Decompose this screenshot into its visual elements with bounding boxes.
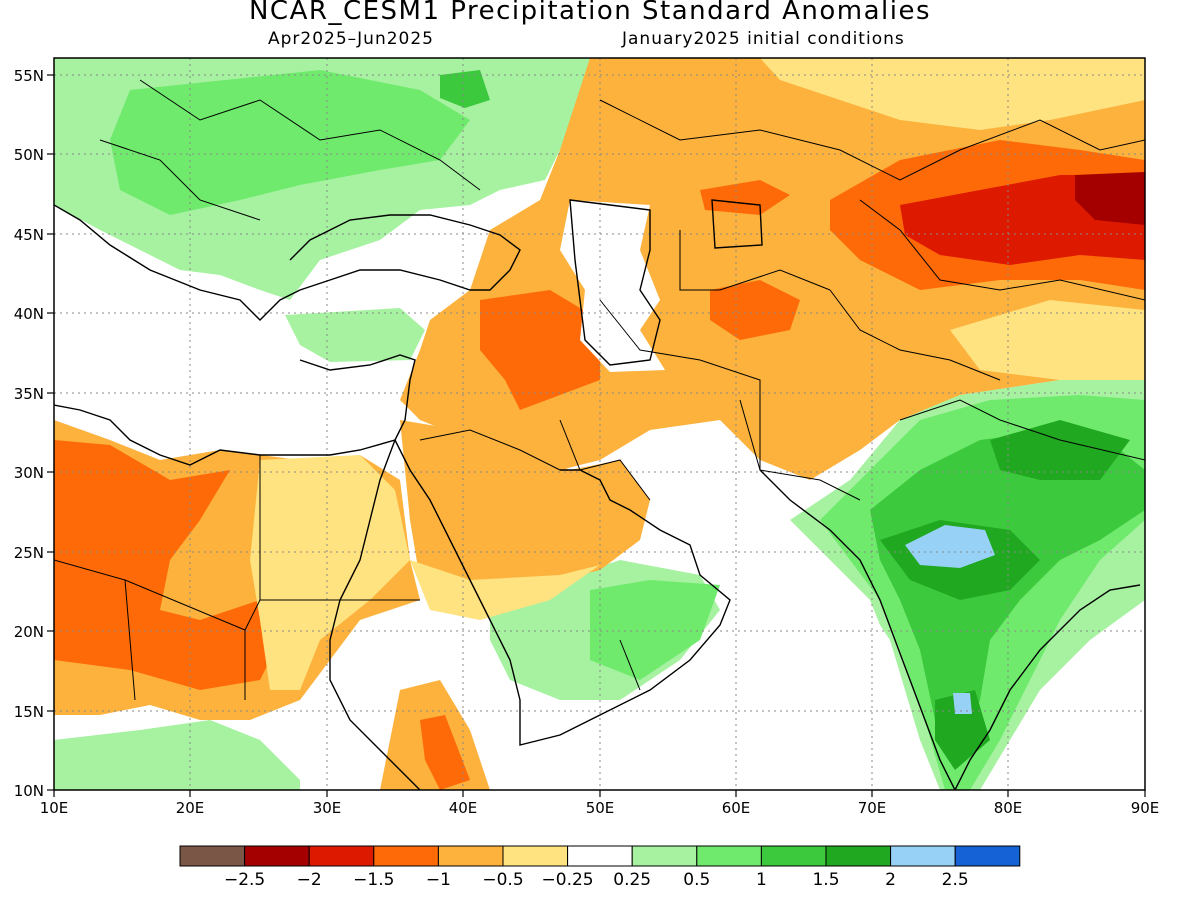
lat-label: 55N <box>14 67 44 85</box>
colorbar-swatch <box>244 845 310 867</box>
colorbar-swatch <box>308 845 375 867</box>
wet-region-turkey <box>285 308 425 362</box>
lon-label: 80E <box>994 799 1023 817</box>
colorbar-label: 0.25 <box>613 870 651 890</box>
lat-label: 10N <box>14 782 44 800</box>
dry-region-arabia-light <box>410 560 600 620</box>
latitude-labels: 10N 15N 20N 25N 30N 35N 40N 45N 50N 55N <box>14 67 44 800</box>
lat-label: 40N <box>14 305 44 323</box>
lon-label: 20E <box>176 799 205 817</box>
caspian-sea-gap <box>560 200 665 372</box>
dry-region-aral-strong <box>710 280 800 340</box>
colorbar-label: −1.5 <box>353 870 394 890</box>
colorbar-swatch <box>954 845 1021 867</box>
dry-region-arabia <box>400 420 650 600</box>
dry-region-iraq-strong <box>480 290 600 410</box>
lon-label: 10E <box>40 799 69 817</box>
colorbar-label: 1 <box>756 870 767 890</box>
colorbar-label: −0.5 <box>482 870 523 890</box>
lon-label: 70E <box>858 799 887 817</box>
country-borders <box>54 79 1145 701</box>
colorbar-label: 0.5 <box>683 870 710 890</box>
axis-tick-marks <box>47 74 1146 797</box>
colorbar-swatch <box>179 845 246 867</box>
wet-region-europe-max <box>440 70 490 108</box>
colorbar-label: −2 <box>297 870 322 890</box>
lat-label: 20N <box>14 623 44 641</box>
lat-label: 15N <box>14 703 44 721</box>
graticule <box>54 58 1145 790</box>
colorbar-swatch <box>825 845 892 867</box>
lon-label: 40E <box>449 799 478 817</box>
longitude-labels: 10E 20E 30E 40E 50E 60E 70E 80E 90E <box>40 799 1160 817</box>
colorbar <box>179 845 1021 867</box>
lat-label: 45N <box>14 226 44 244</box>
arabian-sea-gap <box>660 520 920 790</box>
colorbar-swatch <box>502 845 569 867</box>
colorbar-swatch <box>760 845 827 867</box>
colorbar-swatch <box>631 845 698 867</box>
colorbar-label: 1.5 <box>812 870 839 890</box>
lon-label: 60E <box>722 799 751 817</box>
wet-region-south-india-peak <box>953 693 972 714</box>
colorbar-label: 2.5 <box>942 870 969 890</box>
colorbar-swatch <box>373 845 439 867</box>
dry-region-red-sea-strong <box>420 715 470 790</box>
colorbar-label: 2 <box>885 870 896 890</box>
lon-label: 50E <box>586 799 615 817</box>
lon-label: 90E <box>1131 799 1160 817</box>
coastlines <box>54 199 1141 790</box>
map-title: NCAR_CESM1 Precipitation Standard Anomal… <box>248 0 932 26</box>
dry-region-africa-strong <box>54 440 280 690</box>
initial-conditions: January2025 initial conditions <box>622 29 905 49</box>
colorbar-label: −2.5 <box>224 870 265 890</box>
forecast-period: Apr2025–Jun2025 <box>268 29 434 49</box>
wet-region-oman-core <box>590 580 720 680</box>
wet-region-india-peak <box>905 525 995 568</box>
lat-label: 50N <box>14 146 44 164</box>
wet-region-sahel <box>54 720 300 790</box>
dry-region-tarim-light <box>950 300 1145 380</box>
lat-label: 35N <box>14 385 44 403</box>
lon-label: 30E <box>313 799 342 817</box>
colorbar-swatch <box>890 845 956 867</box>
colorbar-label: −0.25 <box>542 870 594 890</box>
dry-region-asia-extreme <box>1075 172 1145 225</box>
wet-region-europe-core <box>110 70 470 215</box>
colorbar-swatch <box>437 845 504 867</box>
colorbar-swatch <box>696 845 762 867</box>
wet-region-himalaya-max <box>990 420 1130 480</box>
map-plot-area <box>54 58 1145 790</box>
dry-region-asia-light <box>760 58 1145 130</box>
lat-label: 25N <box>14 544 44 562</box>
colorbar-labels: −2.5 −2 −1.5 −1 −0.5 −0.25 0.25 0.5 1 1.5 2 2.5 <box>224 870 969 890</box>
colorbar-swatch <box>567 845 633 867</box>
lat-label: 30N <box>14 464 44 482</box>
colorbar-label: −1 <box>426 870 451 890</box>
dry-region-caspian-strong <box>700 180 790 215</box>
